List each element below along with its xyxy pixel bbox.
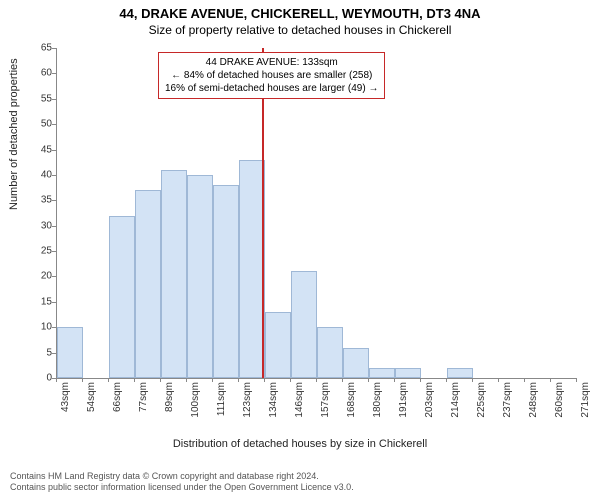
histogram-bar — [161, 170, 187, 378]
y-tick-mark — [52, 276, 56, 277]
y-tick-mark — [52, 99, 56, 100]
x-tick-label: 134sqm — [268, 382, 279, 422]
x-tick-label: 111sqm — [216, 382, 227, 422]
x-tick-mark — [576, 378, 577, 382]
title-sub: Size of property relative to detached ho… — [0, 21, 600, 37]
chart-area: 05101520253035404550556065 43sqm54sqm66s… — [56, 48, 576, 378]
y-tick-mark — [52, 200, 56, 201]
x-tick-label: 123sqm — [242, 382, 253, 422]
histogram-bar — [447, 368, 473, 378]
histogram-bar — [369, 368, 395, 378]
histogram-bar — [239, 160, 265, 378]
y-tick-mark — [52, 150, 56, 151]
x-tick-label: 271sqm — [580, 382, 591, 422]
footer-line1: Contains HM Land Registry data © Crown c… — [10, 471, 354, 483]
x-axis-label: Distribution of detached houses by size … — [0, 438, 600, 450]
y-tick-label: 5 — [28, 347, 52, 358]
histogram-bar — [265, 312, 291, 378]
x-tick-label: 146sqm — [294, 382, 305, 422]
x-tick-label: 43sqm — [60, 382, 71, 422]
x-tick-label: 89sqm — [164, 382, 175, 422]
x-tick-mark — [290, 378, 291, 382]
x-tick-label: 180sqm — [372, 382, 383, 422]
histogram-bar — [109, 216, 135, 378]
x-tick-label: 203sqm — [424, 382, 435, 422]
x-tick-mark — [82, 378, 83, 382]
histogram-bar — [291, 271, 317, 378]
x-tick-mark — [472, 378, 473, 382]
x-tick-label: 54sqm — [86, 382, 97, 422]
y-tick-label: 55 — [28, 93, 52, 104]
y-tick-mark — [52, 251, 56, 252]
x-tick-mark — [108, 378, 109, 382]
y-tick-label: 25 — [28, 246, 52, 257]
x-tick-label: 214sqm — [450, 382, 461, 422]
x-tick-label: 157sqm — [320, 382, 331, 422]
y-tick-label: 30 — [28, 220, 52, 231]
x-tick-mark — [368, 378, 369, 382]
y-tick-mark — [52, 226, 56, 227]
x-tick-label: 168sqm — [346, 382, 357, 422]
x-tick-label: 237sqm — [502, 382, 513, 422]
histogram-bar — [135, 190, 161, 378]
x-tick-mark — [186, 378, 187, 382]
y-tick-label: 40 — [28, 169, 52, 180]
y-tick-mark — [52, 124, 56, 125]
histogram-bar — [57, 327, 83, 378]
x-tick-mark — [212, 378, 213, 382]
x-tick-label: 191sqm — [398, 382, 409, 422]
histogram-bar — [395, 368, 421, 378]
x-tick-mark — [238, 378, 239, 382]
y-tick-mark — [52, 353, 56, 354]
histogram-bar — [343, 348, 369, 378]
y-tick-label: 0 — [28, 373, 52, 384]
x-tick-label: 77sqm — [138, 382, 149, 422]
annotation-line2: ← 84% of detached houses are smaller (25… — [165, 69, 378, 82]
x-tick-label: 66sqm — [112, 382, 123, 422]
y-tick-label: 20 — [28, 271, 52, 282]
y-tick-label: 50 — [28, 119, 52, 130]
x-tick-label: 100sqm — [190, 382, 201, 422]
title-main: 44, DRAKE AVENUE, CHICKERELL, WEYMOUTH, … — [0, 0, 600, 21]
y-tick-label: 65 — [28, 43, 52, 54]
y-tick-label: 35 — [28, 195, 52, 206]
x-tick-label: 225sqm — [476, 382, 487, 422]
y-tick-label: 60 — [28, 68, 52, 79]
x-tick-mark — [550, 378, 551, 382]
x-tick-mark — [446, 378, 447, 382]
x-tick-mark — [420, 378, 421, 382]
x-tick-mark — [316, 378, 317, 382]
footer: Contains HM Land Registry data © Crown c… — [10, 471, 354, 494]
annotation-box: 44 DRAKE AVENUE: 133sqm ← 84% of detache… — [158, 52, 385, 99]
histogram-bar — [317, 327, 343, 378]
x-tick-mark — [160, 378, 161, 382]
y-tick-mark — [52, 327, 56, 328]
x-tick-mark — [524, 378, 525, 382]
x-tick-label: 260sqm — [554, 382, 565, 422]
chart-container: 44, DRAKE AVENUE, CHICKERELL, WEYMOUTH, … — [0, 0, 600, 500]
x-tick-mark — [264, 378, 265, 382]
y-tick-mark — [52, 73, 56, 74]
x-tick-mark — [394, 378, 395, 382]
y-tick-label: 15 — [28, 296, 52, 307]
x-tick-mark — [56, 378, 57, 382]
y-axis-label: Number of detached properties — [8, 58, 20, 210]
annotation-line3: 16% of semi-detached houses are larger (… — [165, 82, 378, 95]
y-tick-label: 10 — [28, 322, 52, 333]
x-tick-mark — [342, 378, 343, 382]
y-tick-mark — [52, 48, 56, 49]
annotation-line1: 44 DRAKE AVENUE: 133sqm — [165, 56, 378, 69]
y-tick-mark — [52, 175, 56, 176]
x-tick-label: 248sqm — [528, 382, 539, 422]
x-tick-mark — [498, 378, 499, 382]
y-tick-label: 45 — [28, 144, 52, 155]
histogram-bar — [213, 185, 239, 378]
x-tick-mark — [134, 378, 135, 382]
y-tick-mark — [52, 302, 56, 303]
footer-line2: Contains public sector information licen… — [10, 482, 354, 494]
histogram-bar — [187, 175, 213, 378]
